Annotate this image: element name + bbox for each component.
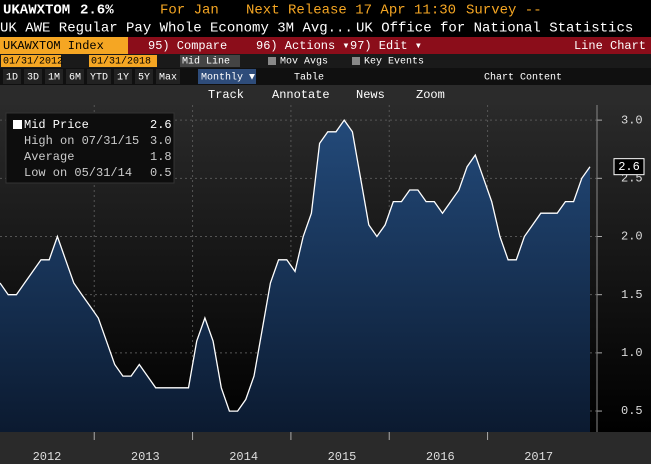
y-tick-label: 1.5 [621,288,643,302]
controls-bar [0,54,651,68]
legend-value: 2.6 [150,118,172,132]
legend-label: High on 07/31/15 [24,134,139,148]
start-date[interactable]: 01/31/2012 [3,56,63,68]
y-tick-label: 3.0 [621,113,643,127]
last-value-label: 2.6 [618,160,640,174]
frequency[interactable]: Monthly ▼ [201,72,255,84]
tool-bar [0,85,651,105]
tool[interactable]: Zoom [416,88,445,102]
x-tick-label: 2015 [328,450,357,464]
range-button[interactable]: 1D [6,73,18,84]
x-tick-label: 2017 [524,450,553,464]
menu-item[interactable]: 97) Edit ▾ [350,39,422,53]
legend-box [5,112,175,184]
x-axis-strip [0,432,651,464]
y-tick-label: 2.0 [621,230,643,244]
end-date-box[interactable] [89,55,157,67]
end-date[interactable]: 01/31/2018 [91,56,151,68]
frequency-box[interactable] [198,69,256,84]
description-bar [0,19,651,37]
ticker: UKAWXTOM [3,3,70,19]
legend-swatch [13,120,22,129]
header-bar [0,0,651,19]
x-tick-label: 2013 [131,450,160,464]
legend-label: Mid Price [24,118,89,132]
start-date-box[interactable] [1,55,61,67]
view-name: Line Chart [574,39,646,53]
tool[interactable]: News [356,88,385,102]
range-button-box[interactable] [66,69,84,84]
next-release: Next Release 17 Apr 11:30 [246,3,456,19]
option[interactable]: Mov Avgs [280,57,328,68]
option[interactable]: Key Events [364,57,424,68]
range-button[interactable]: 3D [27,73,39,84]
security-box[interactable] [0,37,128,54]
y-tick-label: 0.5 [621,404,643,418]
source: UK Office for National Statistics [356,21,633,37]
last-value: 2.6% [80,3,114,19]
security[interactable]: UKAWXTOM Index [3,39,104,53]
checkbox[interactable] [268,57,276,65]
range-button[interactable]: Max [159,73,177,84]
chart-content-button[interactable]: Chart Content [484,72,562,84]
line [0,118,591,412]
range-button-box[interactable] [87,69,111,84]
tool[interactable]: Annotate [272,88,330,102]
y-tick-label: 1.0 [621,346,643,360]
range-button[interactable]: 1Y [117,73,129,84]
range-button-box[interactable] [114,69,132,84]
range-button-box[interactable] [156,69,180,84]
legend-value: 1.8 [150,150,172,164]
legend-value: 3.0 [150,134,172,148]
range-button[interactable]: 5Y [138,73,150,84]
line-type[interactable]: Mid Line [182,56,230,68]
description: UK AWE Regular Pay Whole Economy 3M Avg.… [0,21,353,37]
tool[interactable]: Track [208,88,244,102]
checkbox[interactable] [352,57,360,65]
x-tick-label: 2016 [426,450,455,464]
line-type-box[interactable] [180,55,240,67]
range-button[interactable]: 1M [48,73,60,84]
range-button-box[interactable] [3,69,21,84]
legend-label: Average [24,150,74,164]
last-value-box [613,158,645,176]
area [0,120,590,432]
menu-bar [0,37,651,54]
table-button[interactable]: Table [294,72,324,84]
period: For Jan [160,3,219,19]
x-tick-label: 2014 [229,450,258,464]
legend-value: 0.5 [150,166,172,180]
range-button-box[interactable] [135,69,153,84]
range-button-box[interactable] [45,69,63,84]
menu-item[interactable]: 96) Actions ▾ [256,39,350,53]
x-tick-label: 2012 [33,450,62,464]
menu-item[interactable]: 95) Compare [148,39,227,53]
range-button[interactable]: YTD [90,73,108,84]
range-button-box[interactable] [24,69,42,84]
survey: Survey -- [466,3,542,19]
range-button[interactable]: 6M [69,73,81,84]
legend-label: Low on 05/31/14 [24,166,132,180]
